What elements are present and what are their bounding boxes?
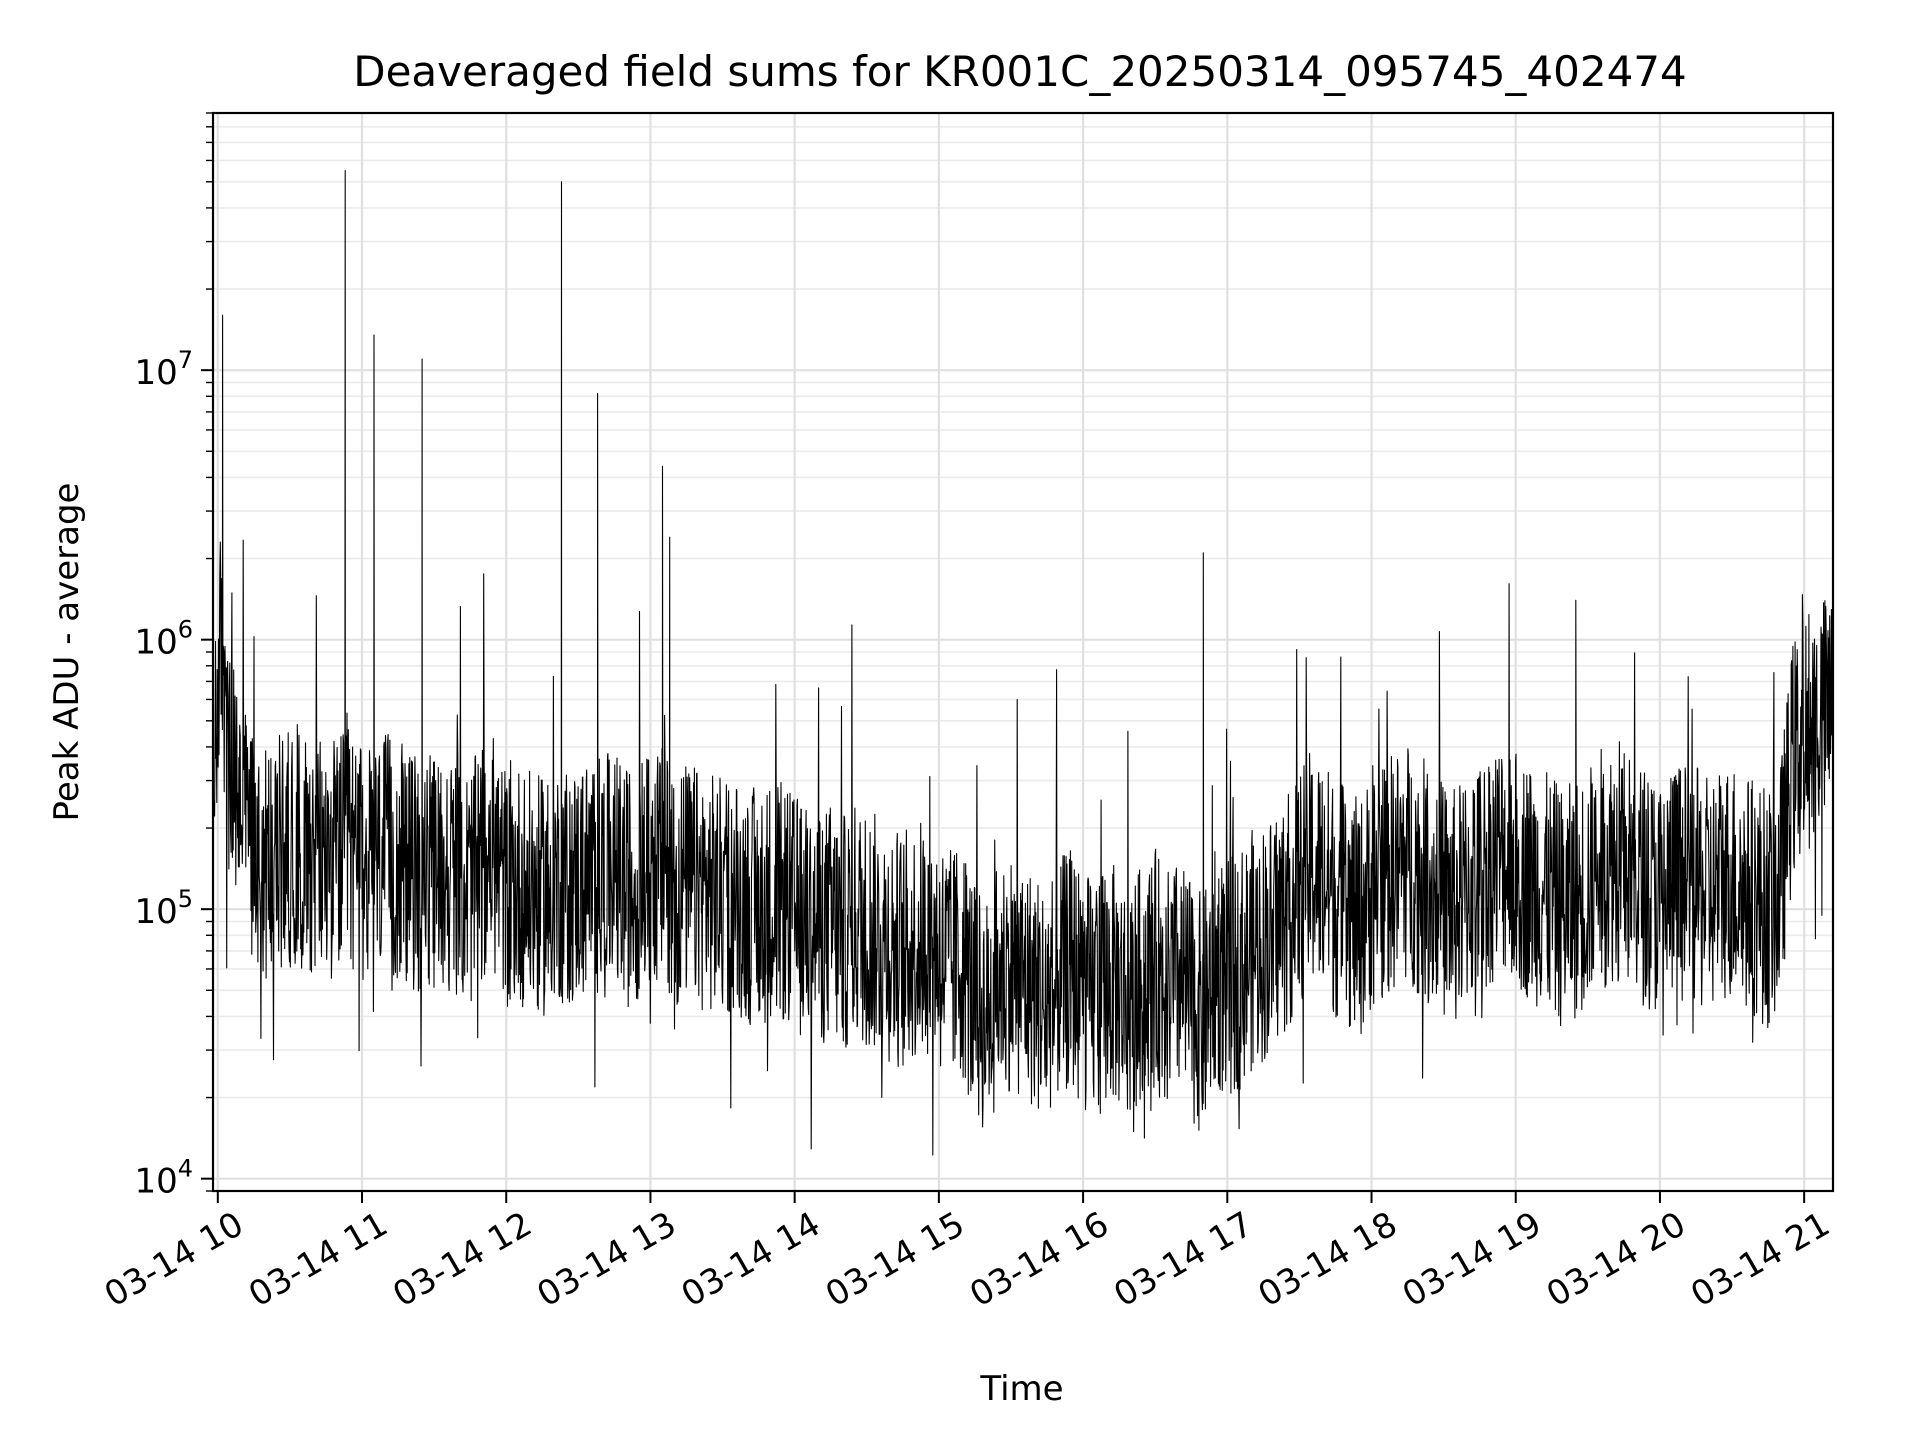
y-tick-label: 104 [134,1155,193,1202]
chart-title: Deaveraged field sums for KR001C_2025031… [353,47,1687,96]
series-layer [213,170,1833,1156]
y-tick-label: 107 [134,346,193,393]
series-line [213,170,1833,1156]
y-tick-label: 105 [134,885,193,932]
y-axis-label: Peak ADU - average [47,483,87,822]
y-tick-label: 106 [134,616,193,663]
x-axis-label: Time [979,1369,1063,1409]
